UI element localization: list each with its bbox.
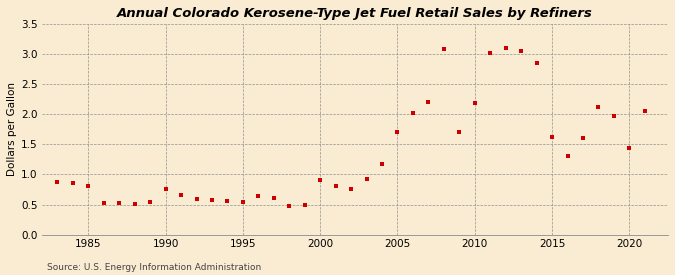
Y-axis label: Dollars per Gallon: Dollars per Gallon bbox=[7, 82, 17, 176]
Title: Annual Colorado Kerosene-Type Jet Fuel Retail Sales by Refiners: Annual Colorado Kerosene-Type Jet Fuel R… bbox=[117, 7, 593, 20]
Text: Source: U.S. Energy Information Administration: Source: U.S. Energy Information Administ… bbox=[47, 263, 261, 272]
